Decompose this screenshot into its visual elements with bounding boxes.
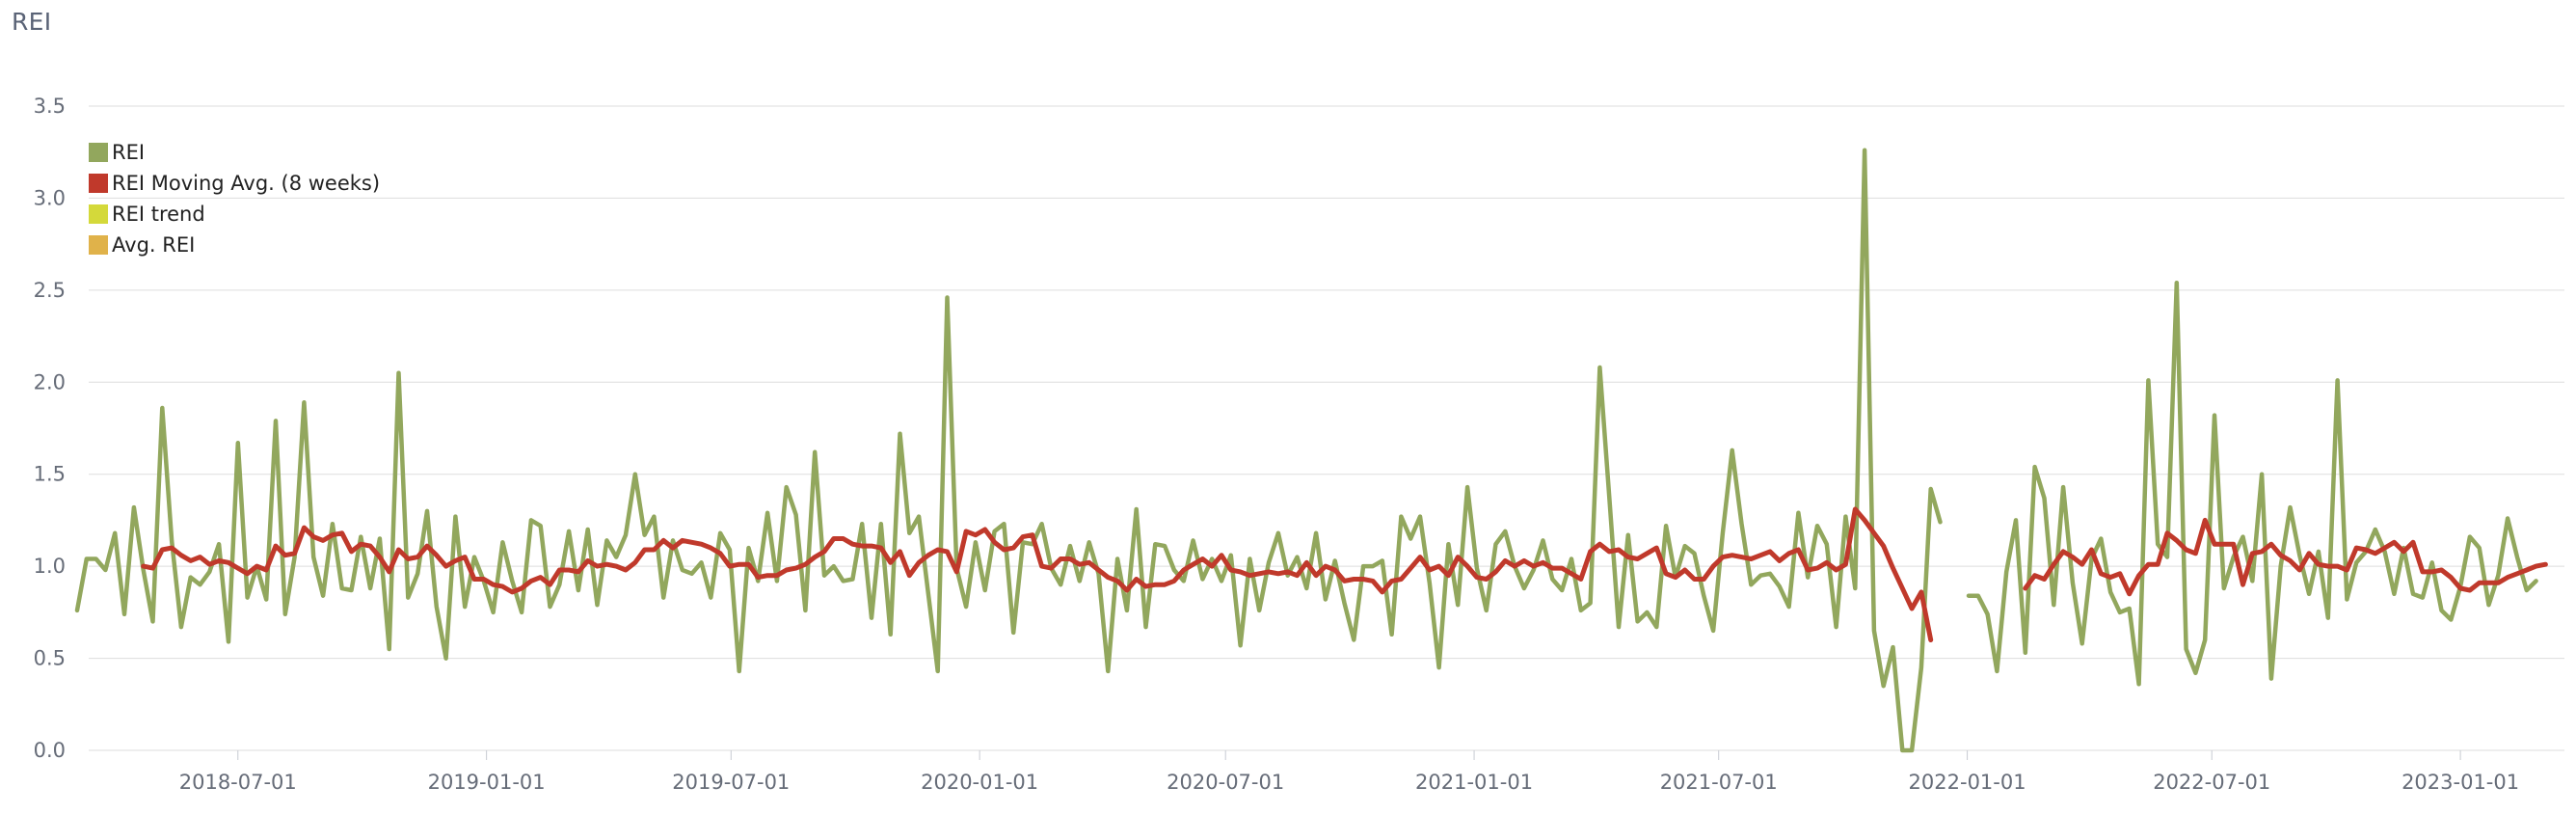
legend-label: REI Moving Avg. (8 weeks) [112,172,380,195]
x-tick-label: 2020-07-01 [1167,771,1284,794]
legend-swatch [89,143,108,162]
legend-label: REI [112,141,145,164]
y-tick-label: 1.5 [34,463,66,486]
y-tick-label: 0.5 [34,647,66,670]
x-tick-label: 2020-01-01 [921,771,1038,794]
y-tick-label: 3.5 [34,95,66,118]
x-axis: 2018-07-01 2019-01-01 2019-07-01 2020-01-01… [179,750,2519,794]
x-tick-label: 2021-01-01 [1415,771,1533,794]
legend-item[interactable]: REI trend [89,203,205,226]
y-tick-label: 2.0 [34,370,66,393]
legend[interactable]: REI REI Moving Avg. (8 weeks) REI trend Avg… [89,141,380,257]
legend-item[interactable]: REI [89,141,145,164]
y-tick-label: 2.5 [34,279,66,302]
y-axis: 0.0 0.5 1.0 1.5 2.0 2.5 3.0 3.5 [34,95,66,762]
legend-item[interactable]: Avg. REI [89,233,195,257]
y-tick-label: 3.0 [34,186,66,209]
x-tick-label: 2019-07-01 [672,771,790,794]
y-tick-label: 1.0 [34,555,66,578]
panel-title: REI [12,8,52,36]
grid-layer [89,105,2564,751]
legend-label: Avg. REI [112,233,195,257]
legend-label: REI trend [112,203,205,226]
legend-item[interactable]: REI Moving Avg. (8 weeks) [89,172,380,195]
x-tick-label: 2019-01-01 [428,771,546,794]
series-line-rei [74,148,2538,753]
series-line-rei-moving-avg [141,506,2548,642]
x-tick-label: 2021-07-01 [1660,771,1778,794]
x-tick-label: 2023-01-01 [2402,771,2519,794]
x-tick-label: 2022-07-01 [2153,771,2270,794]
legend-swatch [89,174,108,193]
y-tick-label: 0.0 [34,739,66,762]
legend-swatch [89,235,108,255]
legend-swatch [89,204,108,224]
x-tick-label: 2018-07-01 [179,771,297,794]
x-tick-label: 2022-01-01 [1909,771,2026,794]
series-layer [74,148,2548,753]
